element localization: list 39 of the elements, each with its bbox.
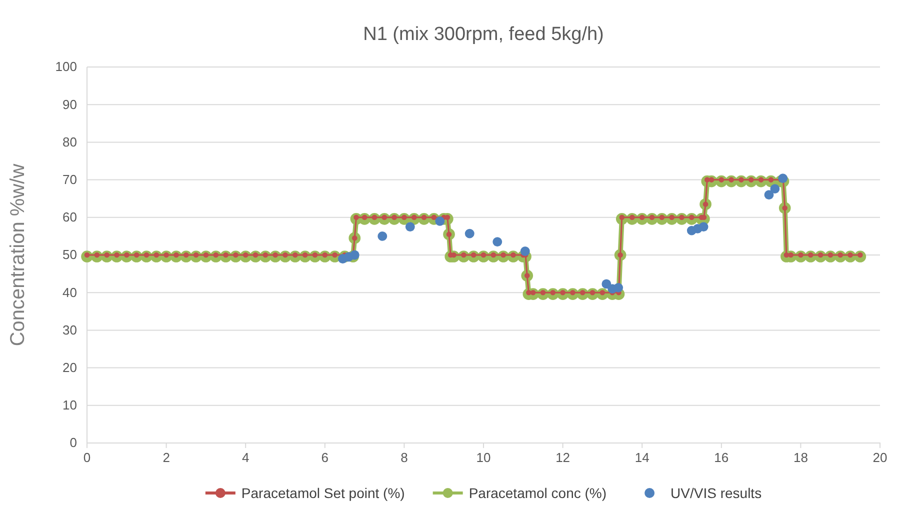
- x-tick-label: 12: [556, 450, 570, 466]
- y-tick-label: 60: [62, 210, 77, 225]
- x-tick-label: 4: [242, 450, 250, 466]
- x-tick-label: 0: [83, 450, 91, 466]
- point: [698, 222, 708, 232]
- point: [378, 231, 388, 241]
- y-tick-label: 100: [55, 59, 77, 74]
- chart-title: N1 (mix 300rpm, feed 5kg/h): [363, 24, 604, 45]
- point: [405, 222, 415, 232]
- y-tick-label: 20: [62, 360, 77, 375]
- x-tick-label: 20: [872, 450, 888, 466]
- x-tick-label: 18: [793, 450, 808, 466]
- y-tick-label: 30: [62, 322, 77, 338]
- y-tick-label: 70: [62, 172, 77, 187]
- y-tick-label: 40: [62, 284, 77, 300]
- point: [350, 250, 360, 260]
- x-tick-label: 14: [634, 450, 650, 466]
- point: [770, 184, 780, 194]
- x-tick-label: 8: [400, 450, 408, 466]
- y-axis-title: Concentration %w/w: [7, 163, 29, 346]
- point: [464, 228, 474, 238]
- point: [520, 246, 530, 256]
- y-tick-label: 90: [62, 96, 77, 112]
- x-tick-label: 16: [714, 450, 729, 466]
- y-tick-label: 0: [70, 435, 77, 450]
- x-tick-label: 6: [321, 450, 329, 466]
- x-tick-label: 2: [162, 450, 170, 466]
- y-tick-label: 50: [62, 247, 77, 262]
- legend-label: UV/VIS results: [670, 485, 762, 501]
- point: [492, 237, 502, 247]
- y-tick-label: 80: [62, 134, 77, 150]
- point: [764, 190, 774, 200]
- x-tick-label: 10: [476, 450, 491, 466]
- point: [614, 283, 624, 292]
- legend-label: Paracetamol Set point (%): [241, 485, 405, 501]
- point: [435, 216, 445, 226]
- y-tick-label: 10: [62, 398, 77, 413]
- point: [778, 174, 788, 184]
- legend-label: Paracetamol conc (%): [468, 485, 607, 501]
